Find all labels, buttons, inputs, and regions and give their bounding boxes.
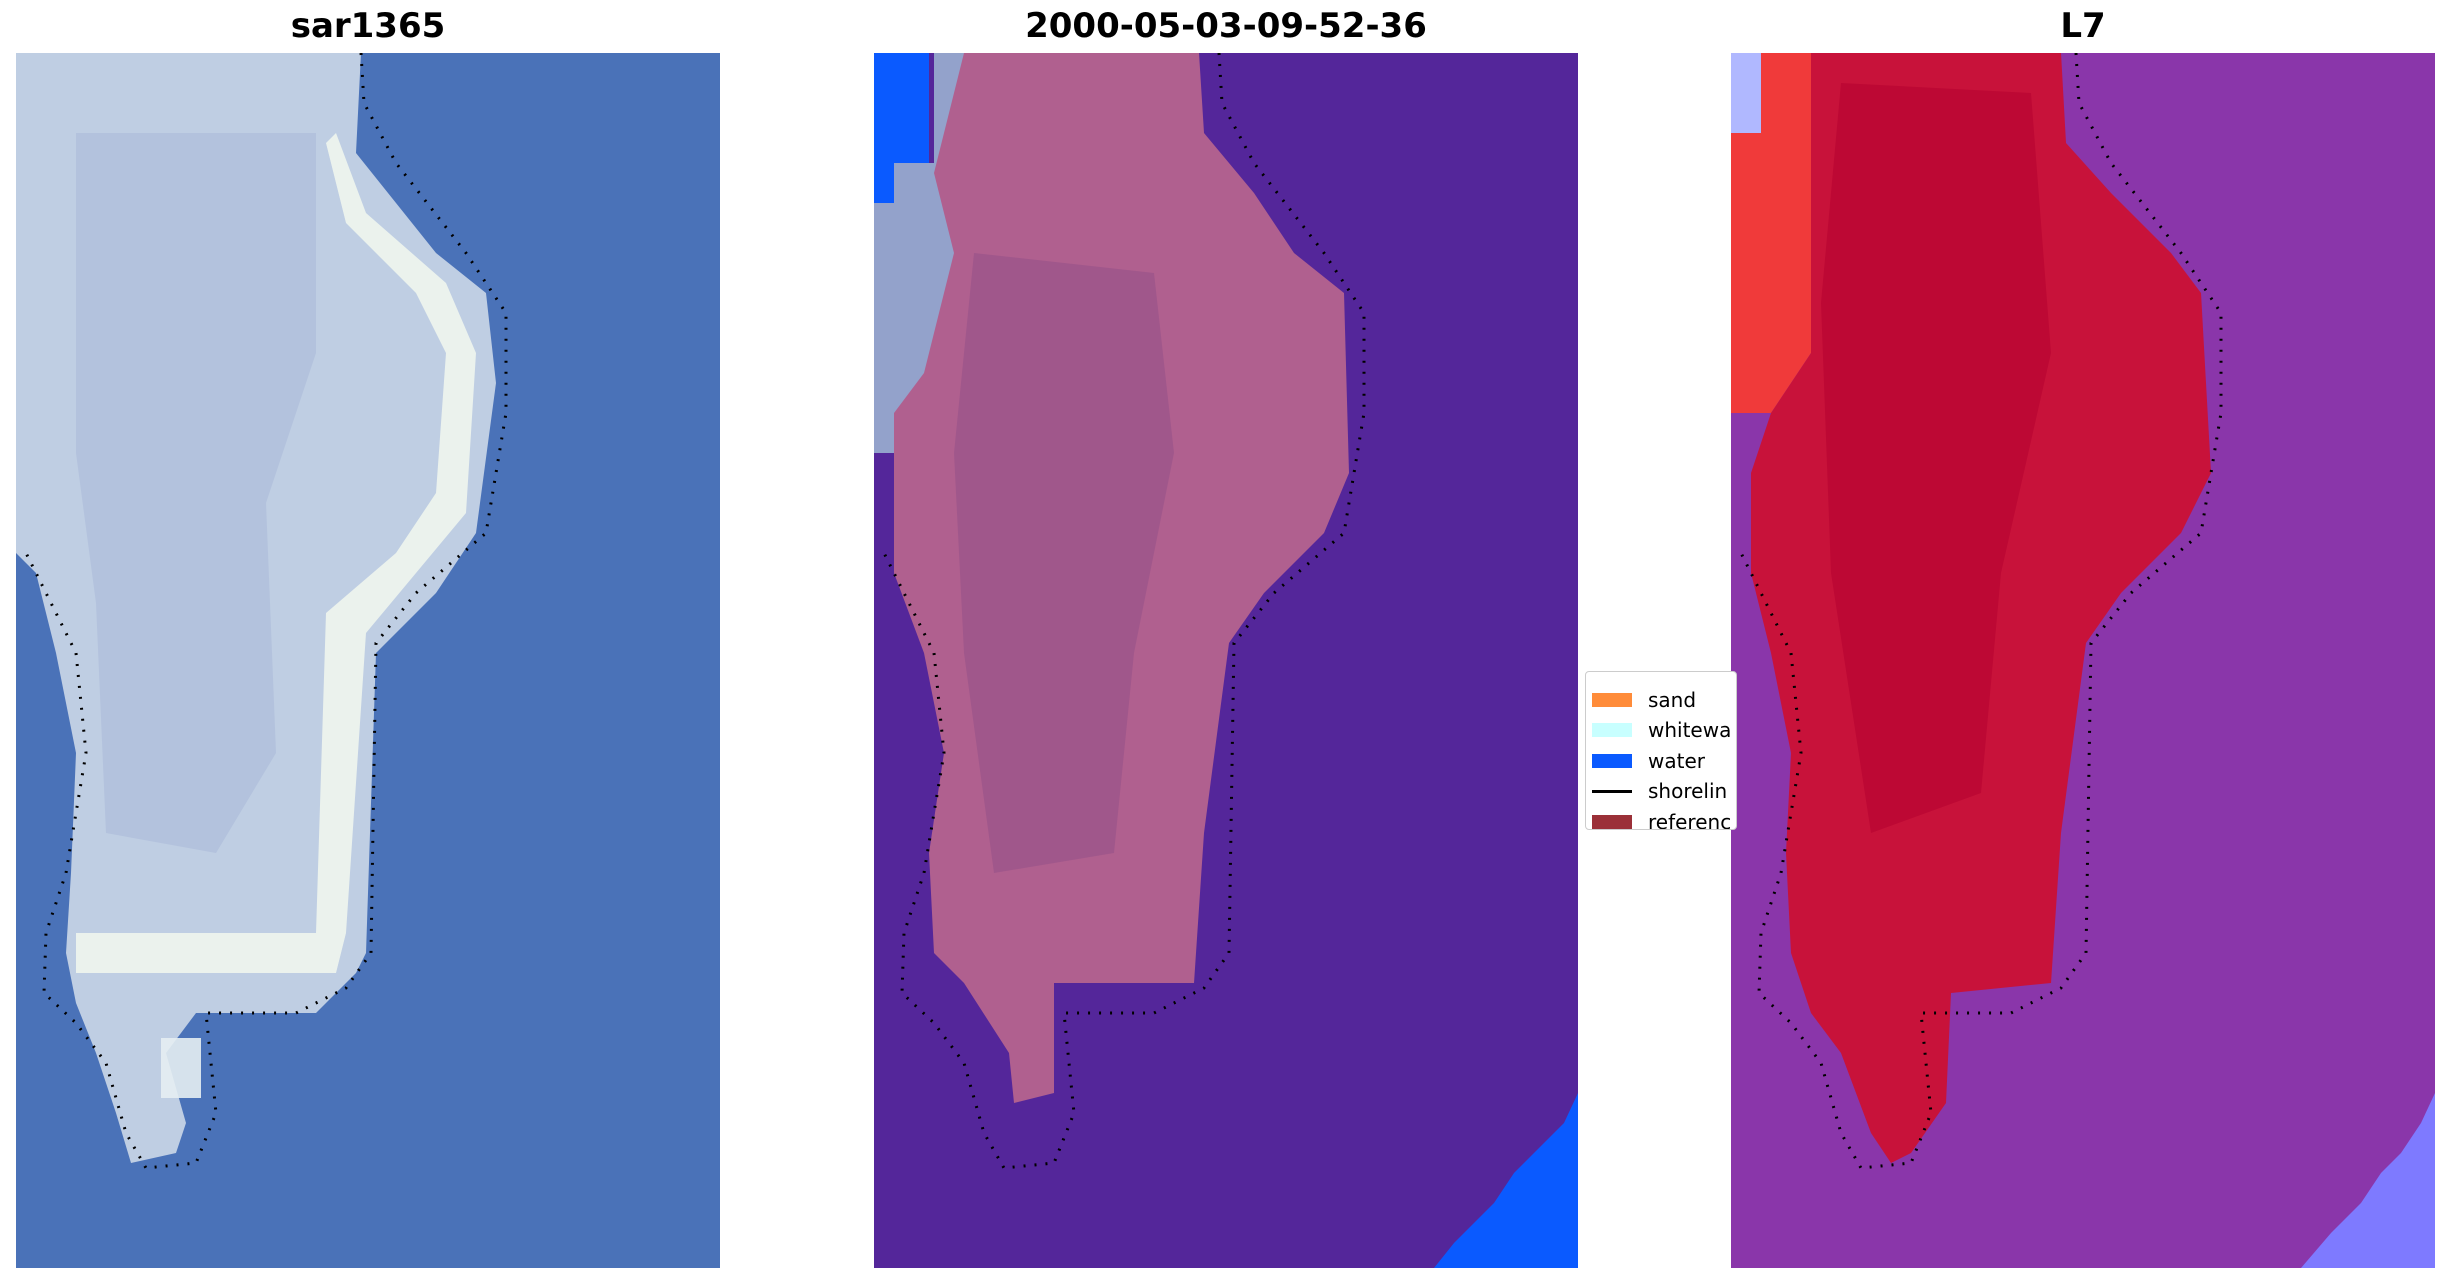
shoreline-swatch xyxy=(1592,789,1632,793)
whitewater-swatch xyxy=(1592,723,1632,737)
legend-item-water: water xyxy=(1592,749,1705,773)
index-corner-top-left xyxy=(1731,53,1761,133)
island-tip xyxy=(161,1038,201,1098)
legend-item-sand: sand xyxy=(1592,688,1696,712)
legend-label: sand xyxy=(1648,688,1697,712)
panel-title-date: 2000-05-03-09-52-36 xyxy=(1025,6,1427,46)
rgb-image-panel xyxy=(16,53,720,1268)
island-rim xyxy=(76,133,476,973)
panel-title-l7: L7 xyxy=(2060,6,2106,46)
index-left-strip xyxy=(1731,53,1811,413)
water-corner xyxy=(1434,1093,1578,1268)
water-left-strip-2 xyxy=(894,53,929,163)
index-corner-bottom-right xyxy=(2301,1093,2435,1268)
reference-swatch xyxy=(1592,815,1632,829)
shoreline xyxy=(24,53,508,1170)
legend-item-whitewater: whitewa xyxy=(1592,718,1731,742)
sand-swatch xyxy=(1592,693,1632,707)
legend: sand whitewa water shorelin referenc xyxy=(1585,671,1737,830)
index-panel xyxy=(1731,53,2435,1268)
index-image xyxy=(1731,53,2435,1268)
rgb-image xyxy=(16,53,720,1268)
legend-item-shoreline: shorelin xyxy=(1592,779,1727,803)
legend-label: shorelin xyxy=(1648,779,1728,803)
legend-label: referenc xyxy=(1648,810,1732,830)
island-interior xyxy=(76,133,316,853)
water-left-strip xyxy=(874,53,894,203)
water-swatch xyxy=(1592,754,1632,768)
shoreline xyxy=(882,53,1366,1170)
classified-island xyxy=(894,53,1349,1103)
classified-image xyxy=(874,53,1578,1268)
panel-title-sar: sar1365 xyxy=(290,6,446,46)
index-island-core xyxy=(1821,83,2051,833)
legend-label: whitewa xyxy=(1648,718,1732,742)
classified-island-shade xyxy=(954,253,1174,873)
classified-panel xyxy=(874,53,1578,1268)
legend-item-reference: referenc xyxy=(1592,810,1732,830)
shoreline xyxy=(1739,53,2223,1170)
legend-label: water xyxy=(1648,749,1705,773)
